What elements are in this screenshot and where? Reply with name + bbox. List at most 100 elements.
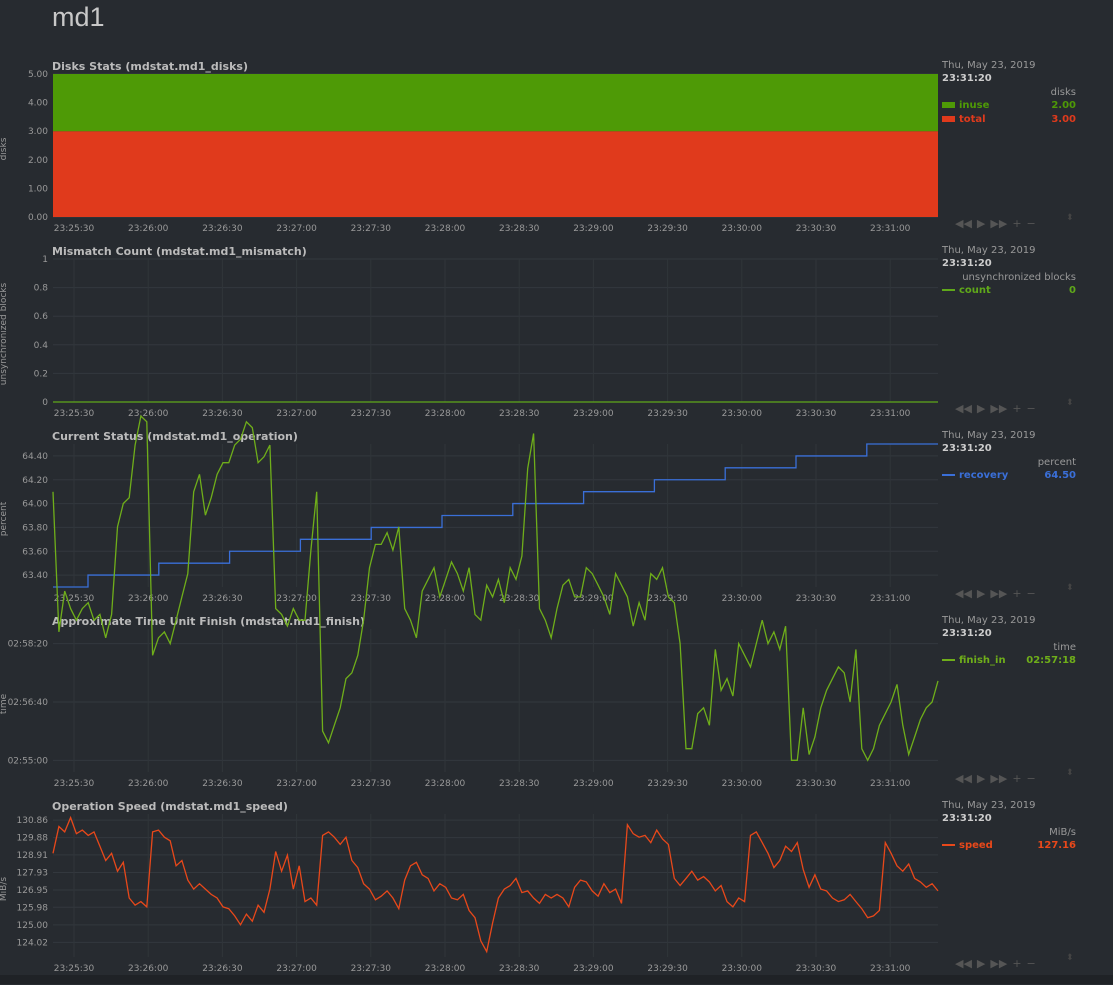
x-tick-label: 23:30:00: [722, 594, 763, 604]
x-tick-label: 23:29:30: [647, 224, 688, 234]
chart-panel-disks: Disks Stats (mdstat.md1_disks) disks 0.00 1…: [0, 60, 1113, 245]
x-tick-label: 23:27:30: [351, 964, 392, 974]
x-tick-label: 23:26:00: [128, 964, 169, 974]
resize-handle[interactable]: ⬍: [1066, 583, 1074, 593]
zoom-in-button[interactable]: +: [1012, 402, 1022, 415]
zoom-out-button[interactable]: −: [1026, 772, 1036, 785]
legend-label: inuse: [959, 99, 990, 111]
pan-right-button[interactable]: ▶▶: [990, 957, 1008, 970]
x-tick-label: 23:27:30: [351, 594, 392, 604]
x-tick-label: 23:26:00: [128, 594, 169, 604]
pan-left-button[interactable]: ◀◀: [955, 772, 972, 785]
pan-left-button[interactable]: ◀◀: [955, 957, 972, 970]
zoom-out-button[interactable]: −: [1026, 402, 1036, 415]
y-tick-label: 0.2: [34, 369, 48, 379]
zoom-out-button[interactable]: −: [1026, 957, 1036, 970]
x-tick-label: 23:29:30: [647, 594, 688, 604]
chart-toolbar: ◀◀ ▶ ▶▶ + −: [955, 402, 1036, 415]
play-button[interactable]: ▶: [976, 772, 986, 785]
play-button[interactable]: ▶: [976, 217, 986, 230]
play-button[interactable]: ▶: [976, 587, 986, 600]
chart-panel-mismatch: Mismatch Count (mdstat.md1_mismatch) unsy…: [0, 245, 1113, 430]
x-tick-label: 23:28:30: [499, 779, 540, 789]
x-tick-label: 23:30:30: [796, 779, 837, 789]
x-tick-label: 23:31:00: [870, 409, 911, 419]
x-tick-label: 23:28:00: [425, 409, 466, 419]
y-tick-label: 127.93: [17, 868, 49, 878]
play-button[interactable]: ▶: [976, 957, 986, 970]
x-tick-label: 23:28:30: [499, 964, 540, 974]
legend-row-count[interactable]: count 0: [942, 283, 1076, 297]
chart-plot-finish[interactable]: 02:55:00 02:56:40 02:58:20 23:25:30 23:26:00…: [0, 414, 940, 800]
legend-units: unsynchronized blocks: [962, 272, 1076, 283]
legend-row-recovery[interactable]: recovery 64.50: [942, 468, 1076, 482]
y-tick-label: 5.00: [28, 70, 48, 80]
legend-units: MiB/s: [1049, 827, 1076, 838]
zoom-out-button[interactable]: −: [1026, 587, 1036, 600]
x-tick-label: 23:29:00: [573, 964, 614, 974]
horizontal-scrollbar[interactable]: [0, 975, 1113, 984]
legend-value: 2.00: [1051, 99, 1076, 111]
play-button[interactable]: ▶: [976, 402, 986, 415]
legend-row-total[interactable]: total 3.00: [942, 112, 1076, 126]
legend-row-finish_in[interactable]: finish_in 02:57:18: [942, 653, 1076, 667]
pan-left-button[interactable]: ◀◀: [955, 402, 972, 415]
pan-right-button[interactable]: ▶▶: [990, 217, 1008, 230]
legend-units: time: [1053, 642, 1076, 653]
x-tick-label: 23:27:00: [276, 409, 317, 419]
y-tick-label: 4.00: [28, 99, 48, 109]
x-tick-label: 23:27:30: [351, 409, 392, 419]
series-line-recovery: [53, 443, 938, 588]
chart-plot-operation[interactable]: 63.40 63.60 63.80 64.00 64.20 64.40 23:25:30 23…: [0, 430, 940, 615]
x-tick-label: 23:30:00: [722, 779, 763, 789]
y-tick-label: 125.98: [17, 903, 49, 913]
zoom-in-button[interactable]: +: [1012, 772, 1022, 785]
resize-handle[interactable]: ⬍: [1066, 213, 1074, 223]
legend-value: 3.00: [1051, 113, 1076, 125]
pan-left-button[interactable]: ◀◀: [955, 217, 972, 230]
legend-swatch: [942, 659, 955, 661]
series-line-speed: [52, 815, 939, 954]
chart-toolbar: ◀◀ ▶ ▶▶ + −: [955, 217, 1036, 230]
x-tick-label: 23:31:00: [870, 594, 911, 604]
zoom-in-button[interactable]: +: [1012, 587, 1022, 600]
chart-panel-speed: Operation Speed (mdstat.md1_speed) MiB/s 1…: [0, 800, 1113, 985]
legend-date: Thu, May 23, 2019: [942, 245, 1036, 256]
chart-plot-speed[interactable]: 124.02 125.00 125.98 126.95 127.93 128.91 129.…: [0, 800, 940, 985]
chart-toolbar: ◀◀ ▶ ▶▶ + −: [955, 587, 1036, 600]
chart-title: Disks Stats (mdstat.md1_disks): [52, 60, 248, 73]
resize-handle[interactable]: ⬍: [1066, 768, 1074, 778]
legend: Thu, May 23, 2019 23:31:20 disks inuse 2.00 t…: [942, 60, 1076, 126]
x-tick-label: 23:29:00: [573, 409, 614, 419]
zoom-out-button[interactable]: −: [1026, 217, 1036, 230]
legend: Thu, May 23, 2019 23:31:20 MiB/s speed 127.1…: [942, 800, 1076, 852]
x-tick-label: 23:29:00: [573, 594, 614, 604]
area-total: [53, 131, 938, 217]
legend-swatch: [942, 289, 955, 291]
y-tick-label: 129.88: [17, 834, 49, 844]
resize-handle[interactable]: ⬍: [1066, 953, 1074, 963]
legend-row-inuse[interactable]: inuse 2.00: [942, 98, 1076, 112]
zoom-in-button[interactable]: +: [1012, 217, 1022, 230]
chart-plot-disks[interactable]: 0.00 1.00 2.00 3.00 4.00 5.00 23:25:30 23:26:00…: [0, 60, 940, 245]
chart-plot-mismatch[interactable]: 0 0.2 0.4 0.6 0.8 1 23:25:30 23:26:00 23:26:30 23…: [0, 245, 940, 430]
x-tick-label: 23:31:00: [870, 964, 911, 974]
y-tick-label: 63.80: [22, 523, 48, 533]
chart-panel-operation: Current Status (mdstat.md1_operation) per…: [0, 430, 1113, 615]
pan-right-button[interactable]: ▶▶: [990, 587, 1008, 600]
pan-left-button[interactable]: ◀◀: [955, 587, 972, 600]
pan-right-button[interactable]: ▶▶: [990, 772, 1008, 785]
legend: Thu, May 23, 2019 23:31:20 unsynchronized …: [942, 245, 1076, 297]
x-tick-label: 23:30:00: [722, 409, 763, 419]
x-tick-label: 23:29:00: [573, 224, 614, 234]
x-tick-label: 23:27:00: [276, 224, 317, 234]
x-tick-label: 23:31:00: [870, 224, 911, 234]
zoom-in-button[interactable]: +: [1012, 957, 1022, 970]
legend-date: Thu, May 23, 2019: [942, 430, 1036, 441]
legend-name: inuse: [942, 100, 989, 111]
pan-right-button[interactable]: ▶▶: [990, 402, 1008, 415]
legend-swatch: [942, 474, 955, 476]
y-tick-label: 02:56:40: [8, 698, 49, 708]
legend-row-speed[interactable]: speed 127.16: [942, 838, 1076, 852]
resize-handle[interactable]: ⬍: [1066, 398, 1074, 408]
